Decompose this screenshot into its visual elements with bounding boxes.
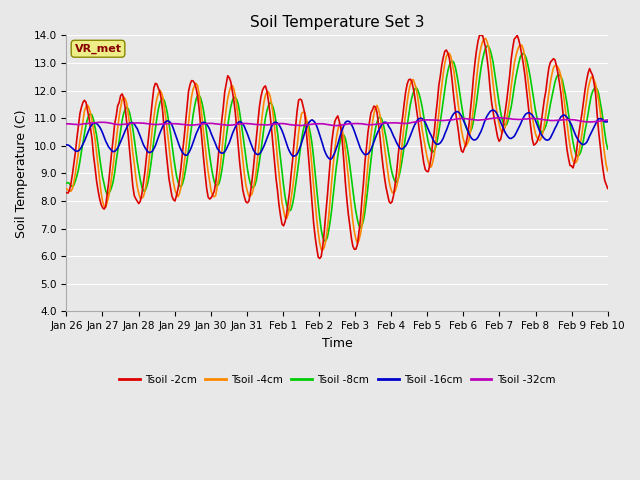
- Y-axis label: Soil Temperature (C): Soil Temperature (C): [15, 109, 28, 238]
- Text: VR_met: VR_met: [74, 44, 122, 54]
- Legend: Tsoil -2cm, Tsoil -4cm, Tsoil -8cm, Tsoil -16cm, Tsoil -32cm: Tsoil -2cm, Tsoil -4cm, Tsoil -8cm, Tsoi…: [115, 371, 559, 389]
- Title: Soil Temperature Set 3: Soil Temperature Set 3: [250, 15, 424, 30]
- X-axis label: Time: Time: [322, 336, 353, 349]
